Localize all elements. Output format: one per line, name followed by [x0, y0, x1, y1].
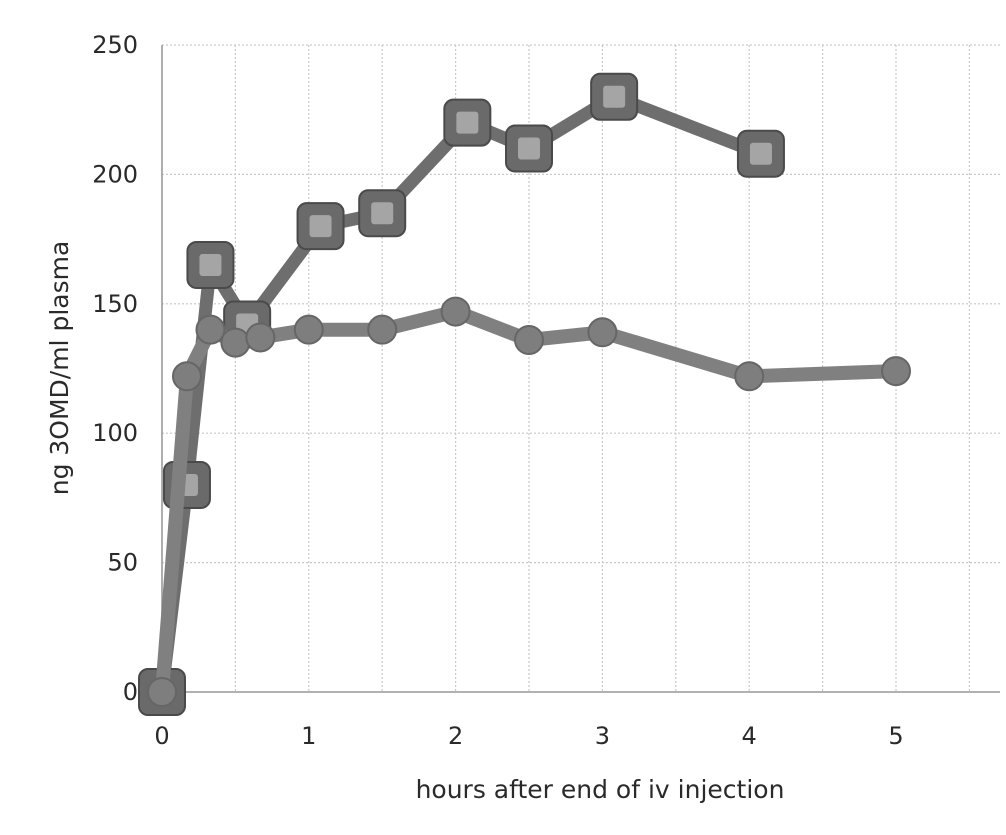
x-tick-label: 3: [595, 722, 610, 750]
y-tick-label: 200: [92, 160, 138, 188]
circle-marker: [515, 326, 543, 354]
series-line: [162, 97, 761, 692]
square-marker-inner: [310, 215, 332, 237]
y-tick-label: 250: [92, 31, 138, 59]
circle-marker: [442, 298, 470, 326]
square-marker-inner: [371, 202, 393, 224]
y-tick-label: 150: [92, 290, 138, 318]
square-marker-inner: [456, 112, 478, 134]
square-marker-inner: [603, 86, 625, 108]
y-tick-label: 50: [107, 549, 138, 577]
square-marker-inner: [199, 254, 221, 276]
circle-marker: [588, 318, 616, 346]
series-group: [139, 74, 910, 715]
circle-marker: [173, 362, 201, 390]
circle-marker: [246, 323, 274, 351]
x-tick-label: 4: [742, 722, 757, 750]
x-tick-label: 1: [301, 722, 316, 750]
circle-marker: [148, 678, 176, 706]
square-marker-inner: [750, 143, 772, 165]
line-chart: 0 50 100 150 200 250 0 1 2 3 4 5 hours after end of…: [0, 0, 1006, 831]
x-tick-label: 2: [448, 722, 463, 750]
x-axis-title: hours after end of iv injection: [416, 775, 785, 804]
circle-marker: [221, 329, 249, 357]
x-tick-label: 0: [154, 722, 169, 750]
circle-marker: [196, 316, 224, 344]
square-marker-inner: [518, 138, 540, 160]
y-tick-label: 100: [92, 419, 138, 447]
circle-marker: [882, 357, 910, 385]
chart-container: 0 50 100 150 200 250 0 1 2 3 4 5 hours after end of…: [0, 0, 1006, 831]
y-axis-title: ng 3OMD/ml plasma: [45, 241, 74, 496]
circle-marker: [295, 316, 323, 344]
x-tick-label: 5: [888, 722, 903, 750]
y-tick-label: 0: [123, 678, 138, 706]
circle-marker: [735, 362, 763, 390]
circle-marker: [368, 316, 396, 344]
